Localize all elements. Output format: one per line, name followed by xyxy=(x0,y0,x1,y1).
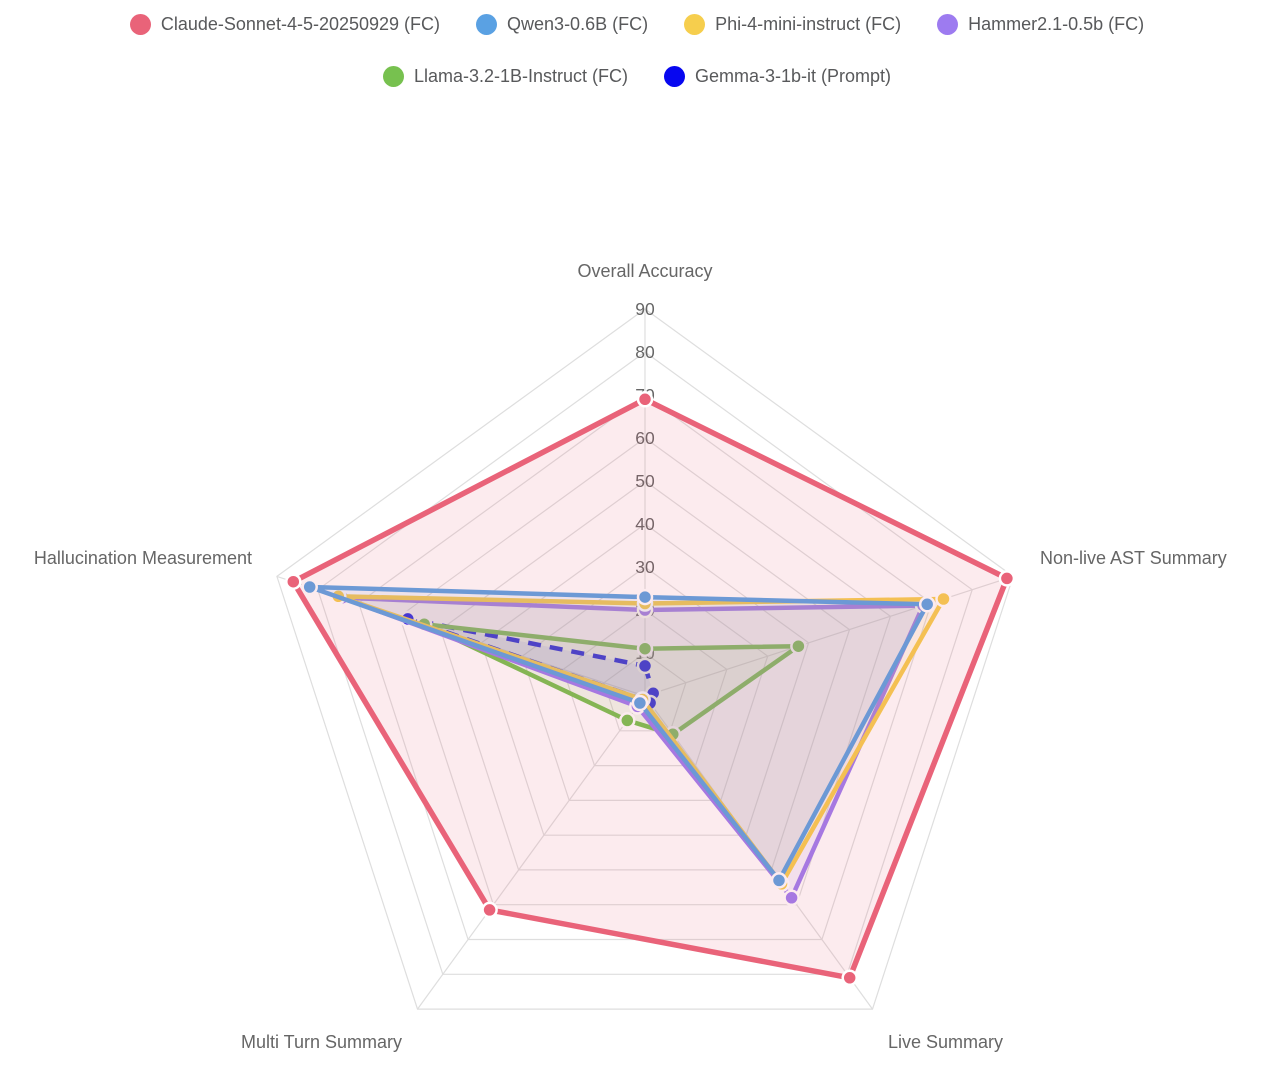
legend-item-5[interactable]: Gemma-3-1b-it (Prompt) xyxy=(664,62,891,90)
data-point xyxy=(636,588,654,606)
data-point xyxy=(636,391,654,408)
legend-item-label: Hammer2.1-0.5b (FC) xyxy=(968,14,1145,34)
axis-label-multi-turn-summary: Multi Turn Summary xyxy=(241,1032,402,1052)
tick-label-60: 60 xyxy=(635,428,655,448)
legend-item-label: Gemma-3-1b-it (Prompt) xyxy=(695,66,892,86)
series-polygon xyxy=(307,584,930,883)
axis-labels: Overall Accuracy Non-live AST Summary Live… xyxy=(34,261,1227,1052)
legend-item-3[interactable]: Hammer2.1-0.5b (FC) xyxy=(937,10,1144,38)
data-point xyxy=(285,573,302,590)
axis-label-hallucination-measurement: Hallucination Measurement xyxy=(34,548,252,568)
axis-label-live-summary: Live Summary xyxy=(888,1032,1003,1052)
grid-spoke xyxy=(417,695,646,1010)
tick-label-40: 40 xyxy=(635,514,655,534)
data-point xyxy=(636,657,654,675)
series-polygon xyxy=(290,396,1010,981)
chart-legend: Claude-Sonnet-4-5-20250929 (FC) Qwen3-0.6… xyxy=(0,0,1274,90)
tick-label-90: 90 xyxy=(635,299,655,319)
series-qwen3-0-6b-fc- xyxy=(301,578,936,889)
axis-label-overall-accuracy: Overall Accuracy xyxy=(577,261,712,281)
data-point xyxy=(783,889,800,907)
legend-item-2[interactable]: Phi-4-mini-instruct (FC) xyxy=(684,10,901,38)
legend-item-1[interactable]: Qwen3-0.6B (FC) xyxy=(476,10,648,38)
legend-swatch-icon xyxy=(664,65,686,87)
grid-ring xyxy=(562,609,728,767)
tick-label-80: 80 xyxy=(635,342,655,362)
legend-row-2: Llama-3.2-1B-Instruct (FC) Gemma-3-1b-it … xyxy=(382,62,891,90)
tick-label-50: 50 xyxy=(635,471,655,491)
data-point xyxy=(770,872,788,889)
grid-ring xyxy=(521,566,769,802)
axis-label-non-live-ast-summary: Non-live AST Summary xyxy=(1040,548,1227,568)
legend-item-label: Phi-4-mini-instruct (FC) xyxy=(715,14,902,34)
data-point xyxy=(631,694,649,712)
legend-item-label: Claude-Sonnet-4-5-20250929 (FC) xyxy=(160,14,441,34)
data-point xyxy=(935,590,952,608)
legend-item-0[interactable]: Claude-Sonnet-4-5-20250929 (FC) xyxy=(129,10,441,38)
tick-label-30: 30 xyxy=(635,557,655,577)
radar-datasets xyxy=(285,391,1016,987)
data-point xyxy=(301,578,318,596)
data-point xyxy=(790,637,807,655)
grid-ring xyxy=(398,437,892,906)
data-point xyxy=(918,596,936,613)
legend-swatch-icon xyxy=(684,13,706,35)
legend-row-1: Claude-Sonnet-4-5-20250929 (FC) Qwen3-0.6… xyxy=(129,10,1144,38)
grid-ring xyxy=(276,308,1014,1010)
grid-ring xyxy=(480,523,810,836)
series-polygon xyxy=(421,621,801,737)
legend-swatch-icon xyxy=(129,13,151,35)
grid-ring xyxy=(603,652,687,732)
series-claude-sonnet-4-5-20250929-fc- xyxy=(285,391,1016,987)
legend-swatch-icon xyxy=(937,13,959,35)
data-point xyxy=(636,640,654,657)
legend-item-label: Qwen3-0.6B (FC) xyxy=(507,14,649,34)
grid-ring xyxy=(317,351,973,975)
data-point xyxy=(998,570,1016,587)
data-point xyxy=(481,901,498,919)
legend-item-4[interactable]: Llama-3.2-1B-Instruct (FC) xyxy=(382,62,629,90)
data-point xyxy=(619,712,636,729)
grid-spoke xyxy=(644,575,1014,697)
legend-swatch-icon xyxy=(476,13,498,35)
legend-item-label: Llama-3.2-1B-Instruct (FC) xyxy=(413,66,629,86)
data-point xyxy=(841,969,858,987)
legend-swatch-icon xyxy=(382,65,404,87)
